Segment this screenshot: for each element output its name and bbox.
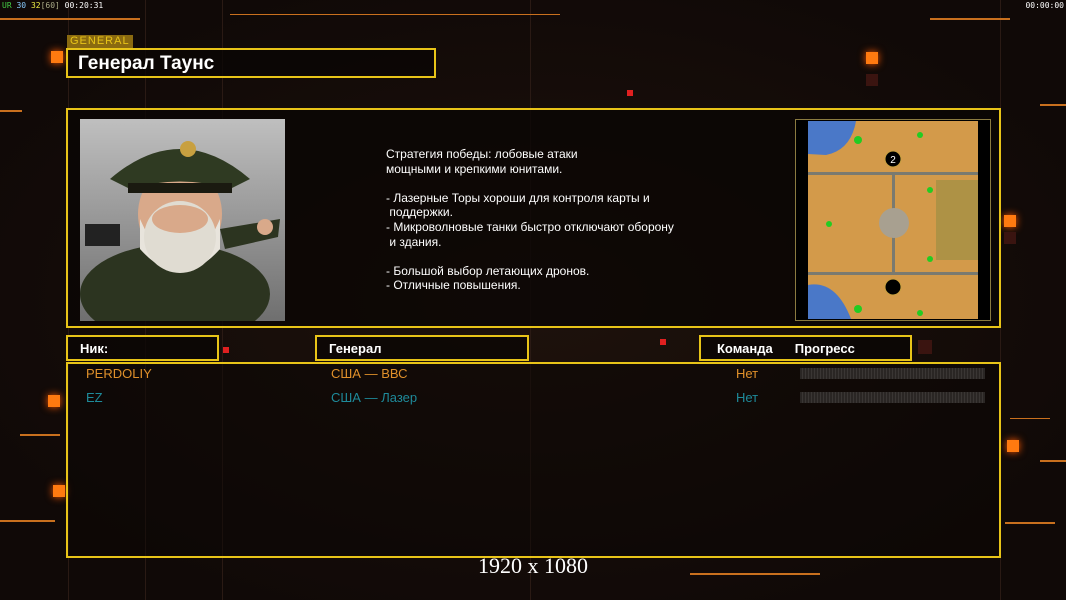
column-header-team-progress: Команда Прогресс [699,335,912,361]
column-header-nick: Ник: [66,335,219,361]
general-description: Стратегия победы: лобовые атаки мощными … [386,147,674,293]
game-timer: 00:00:00 [1025,1,1064,10]
general-info-panel: Стратегия победы: лобовые атаки мощными … [66,108,1001,344]
player-progress-bar [800,392,985,403]
resolution-label: 1920 x 1080 [478,553,588,578]
map-preview: 2 [795,119,991,321]
column-header-team: Команда [717,341,773,356]
player-general[interactable]: США — Лазер [331,390,418,405]
player-nick: EZ [86,390,103,405]
column-header-general: Генерал [315,335,529,361]
column-header-progress: Прогресс [794,341,855,356]
player-general[interactable]: США — ВВС [331,366,408,381]
fps-counter: UR 30 32[60] 00:20:31 [2,1,104,10]
player-progress-bar [800,368,985,379]
player-nick: PERDOLIY [86,366,152,381]
general-name: Генерал Таунс [66,48,436,78]
map-marker: 2 [890,155,896,166]
player-team[interactable]: Нет [736,366,759,381]
general-tag: GENERAL [67,35,133,48]
general-portrait [80,119,285,344]
player-team[interactable]: Нет [736,390,759,405]
